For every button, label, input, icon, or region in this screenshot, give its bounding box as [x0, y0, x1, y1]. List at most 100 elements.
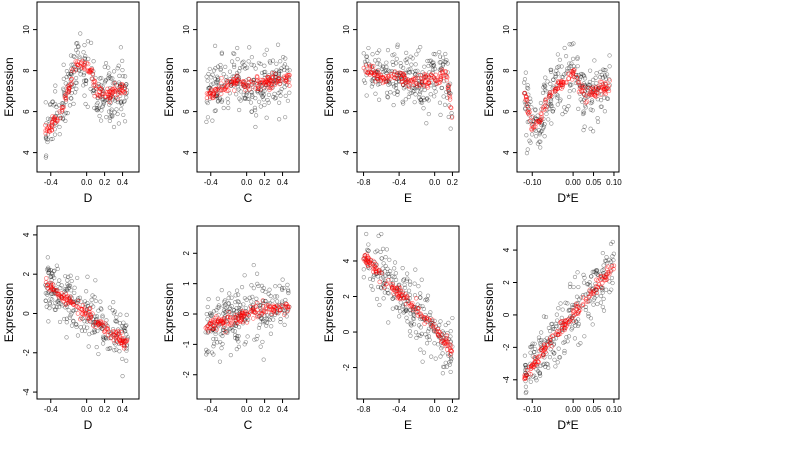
y-tick-label: 4	[502, 247, 511, 252]
observed-point	[84, 289, 89, 294]
observed-point	[285, 282, 290, 287]
fitted-point	[543, 99, 548, 105]
observed-point	[575, 64, 580, 69]
observed-point	[264, 115, 269, 120]
fitted-point	[571, 318, 576, 324]
observed-point	[543, 84, 548, 89]
fitted-point	[538, 111, 544, 116]
observed-point	[283, 297, 288, 303]
y-tick-label: 10	[502, 25, 511, 34]
fitted-point	[245, 85, 251, 90]
observed-point	[98, 118, 104, 123]
observed-point	[400, 266, 405, 271]
observed-point	[576, 321, 582, 327]
fitted-point	[444, 333, 450, 338]
observed-point	[118, 100, 123, 105]
observed-point	[221, 105, 226, 111]
observed-point	[93, 314, 98, 319]
fitted-point	[53, 288, 59, 293]
observed-point	[400, 304, 405, 309]
observed-point	[559, 74, 564, 79]
fitted-point	[70, 67, 76, 72]
observed-point	[285, 98, 291, 103]
fitted-point	[77, 63, 82, 69]
observed-point	[440, 371, 445, 376]
observed-point	[416, 48, 421, 53]
observed-point	[274, 61, 279, 66]
observed-point	[246, 96, 252, 101]
observed-point	[244, 92, 249, 97]
fitted-point	[50, 114, 55, 119]
observed-point	[96, 308, 101, 313]
fitted-point	[399, 79, 404, 85]
x-tick-label: -0.4	[392, 405, 406, 414]
observed-point	[95, 108, 100, 113]
observed-point	[99, 307, 104, 312]
fitted-point	[365, 262, 371, 268]
observed-point	[604, 72, 610, 77]
observed-point	[444, 58, 449, 63]
observed-point	[64, 335, 69, 340]
observed-point	[391, 82, 396, 87]
observed-point	[412, 86, 417, 91]
fitted-point	[438, 73, 444, 79]
observed-point	[48, 101, 53, 107]
observed-point	[420, 304, 425, 309]
fitted-point	[555, 329, 560, 334]
observed-point	[124, 95, 129, 100]
observed-point	[410, 56, 415, 61]
observed-point	[574, 319, 579, 324]
fitted-point	[105, 333, 111, 338]
fitted-point	[448, 348, 453, 354]
plot-frame	[356, 225, 460, 400]
observed-point	[591, 269, 597, 274]
observed-point	[115, 66, 120, 71]
fitted-point	[367, 65, 373, 71]
observed-point	[564, 107, 570, 112]
fitted-point	[73, 59, 78, 64]
observed-point	[402, 282, 407, 287]
observed-point	[235, 85, 241, 90]
observed-point	[50, 274, 55, 279]
observed-point	[74, 41, 79, 46]
observed-point	[221, 304, 226, 309]
fitted-point	[582, 92, 587, 97]
observed-point	[86, 344, 91, 349]
observed-point	[88, 40, 94, 45]
observed-point	[556, 346, 561, 351]
observed-point	[438, 319, 443, 324]
observed-point	[586, 281, 591, 287]
observed-point	[218, 62, 223, 68]
observed-point	[560, 112, 565, 117]
y-axis-label: Expression	[2, 283, 16, 342]
observed-point	[543, 314, 549, 320]
observed-point	[47, 269, 52, 274]
fitted-point	[91, 83, 96, 88]
observed-point	[385, 287, 390, 292]
observed-point	[213, 331, 218, 337]
observed-point	[404, 60, 409, 65]
observed-point	[103, 61, 109, 66]
fitted-point	[448, 105, 453, 110]
fitted-point	[580, 302, 585, 307]
observed-point	[51, 103, 56, 108]
observed-point	[403, 306, 408, 312]
fitted-point	[386, 277, 391, 283]
observed-point	[554, 324, 559, 329]
observed-point	[260, 90, 265, 95]
observed-point	[83, 53, 88, 59]
observed-point	[120, 356, 125, 362]
fitted-point	[362, 253, 368, 258]
observed-point	[46, 319, 51, 324]
fitted-point	[265, 75, 271, 80]
fitted-point	[64, 294, 69, 300]
observed-point	[108, 113, 113, 118]
observed-point	[214, 308, 219, 313]
observed-point	[542, 338, 547, 343]
observed-point	[91, 88, 96, 93]
observed-point	[261, 357, 266, 362]
observed-point	[382, 69, 387, 74]
observed-point	[204, 74, 209, 79]
observed-point	[123, 92, 128, 97]
observed-point	[447, 360, 452, 365]
